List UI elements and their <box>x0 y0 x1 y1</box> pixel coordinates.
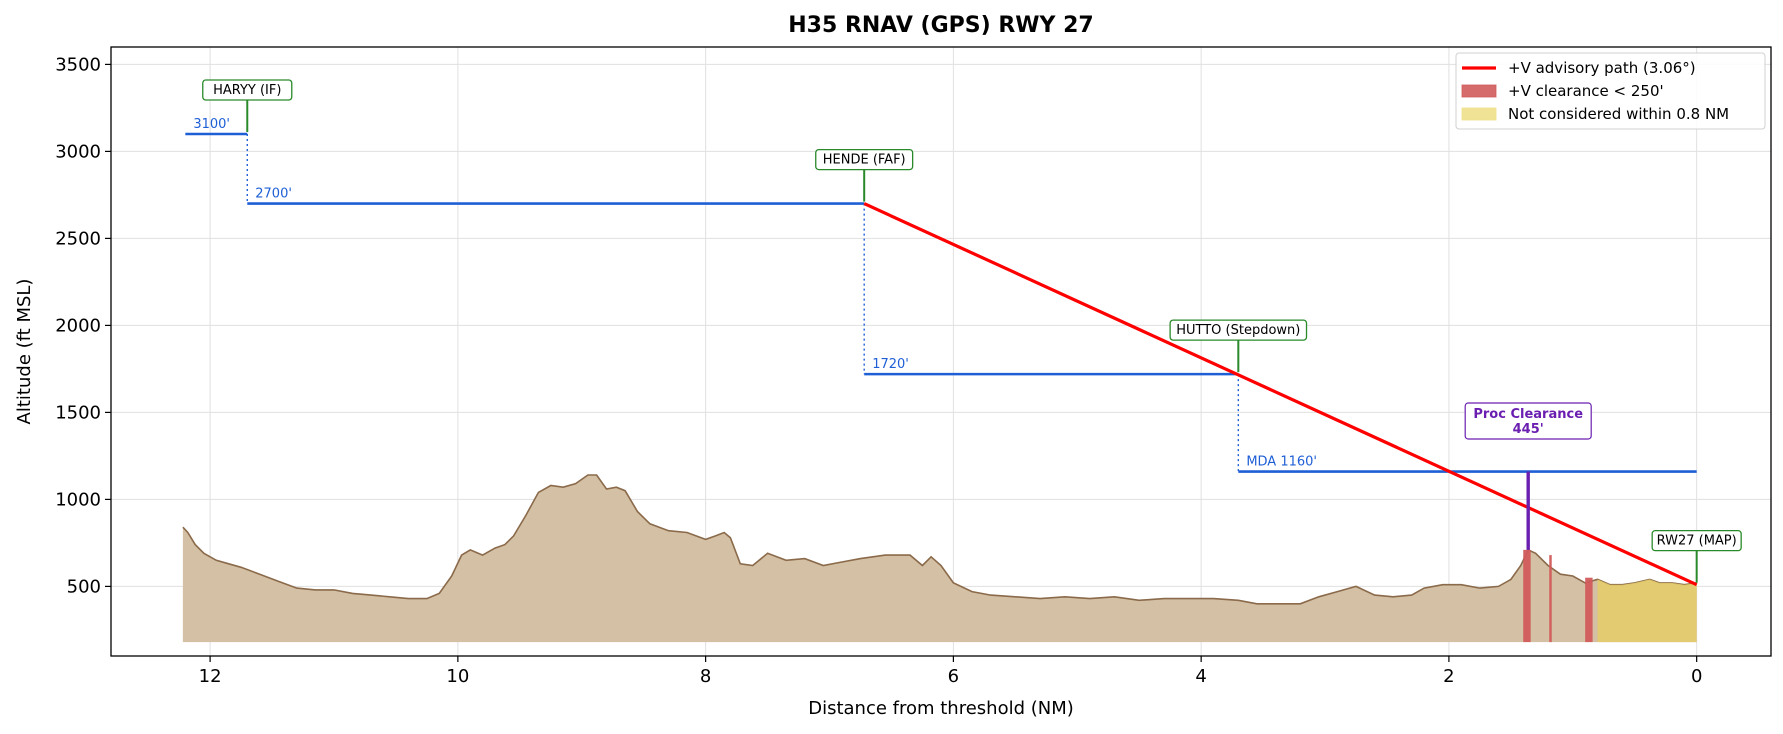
not-considered-zone <box>1597 579 1697 643</box>
legend-entry-label: +V clearance < 250' <box>1508 82 1664 100</box>
terrain-outline <box>182 474 1697 605</box>
legend-entry-label: Not considered within 0.8 NM <box>1508 105 1729 123</box>
axis-ticks: 12 10 8 6 4 2 0 500 1000 1500 2000 2500 3000 3500 <box>55 54 1702 687</box>
y-axis-label: Altitude (ft MSL) <box>14 279 35 425</box>
fix-label: HARYY (IF) <box>213 83 281 98</box>
fix-label-box <box>202 79 293 101</box>
fix-label: HUTTO (Stepdown) <box>1176 323 1300 338</box>
step-label: 1720' <box>872 357 909 372</box>
advisory-path <box>863 202 1698 587</box>
fix-label: RW27 (MAP) <box>1657 534 1737 549</box>
y-tick-label: 3500 <box>55 54 101 75</box>
legend: +V advisory path (3.06°) +V clearance < 2… <box>1455 52 1766 130</box>
proc-clearance-value: 445' <box>1513 422 1544 437</box>
y-tick-label: 2500 <box>55 228 101 249</box>
y-tick-label: 3000 <box>55 141 101 162</box>
step-label: 3100' <box>193 117 230 132</box>
clearance-zone <box>1523 549 1531 643</box>
proc-clearance-label: Proc Clearance <box>1473 407 1583 422</box>
fix-label-box <box>1651 530 1742 552</box>
proc-clearance-box <box>1464 402 1592 440</box>
legend-swatch-patch <box>1461 84 1497 98</box>
x-tick-label: 12 <box>199 666 222 687</box>
fix-label: HENDE (FAF) <box>823 153 906 168</box>
terrain <box>182 474 1697 643</box>
step-altitudes: 3100' 2700' 1720' MDA 1160' <box>185 117 1697 473</box>
x-tick-label: 2 <box>1443 666 1454 687</box>
legend-swatch-patch <box>1461 107 1497 121</box>
chart-title: H35 RNAV (GPS) RWY 27 <box>788 13 1093 38</box>
y-tick-label: 1000 <box>55 489 101 510</box>
plot-frame <box>110 46 1772 657</box>
fixes: HARYY (IF) HENDE (FAF) HUTTO (Stepdown) RW2… <box>202 79 1742 583</box>
x-axis-label: Distance from threshold (NM) <box>808 698 1074 719</box>
terrain-area <box>182 475 1697 643</box>
y-tick-label: 500 <box>67 576 101 597</box>
clearance-zone <box>1549 555 1552 643</box>
x-tick-label: 8 <box>700 666 711 687</box>
legend-entry-label: +V advisory path (3.06°) <box>1508 59 1696 77</box>
fix-label-box <box>1169 319 1308 341</box>
x-tick-label: 10 <box>446 666 469 687</box>
x-tick-label: 4 <box>1195 666 1206 687</box>
y-tick-label: 2000 <box>55 315 101 336</box>
x-tick-label: 6 <box>948 666 959 687</box>
x-tick-label: 0 <box>1691 666 1702 687</box>
step-label: MDA 1160' <box>1246 455 1317 470</box>
step-label: 2700' <box>255 187 292 202</box>
clearance-zones <box>1523 549 1697 643</box>
fix-label-box <box>815 148 914 171</box>
y-tick-label: 1500 <box>55 402 101 423</box>
advisory-path-line <box>863 202 1698 587</box>
legend-box <box>1455 52 1766 130</box>
clearance-zone <box>1585 577 1593 643</box>
